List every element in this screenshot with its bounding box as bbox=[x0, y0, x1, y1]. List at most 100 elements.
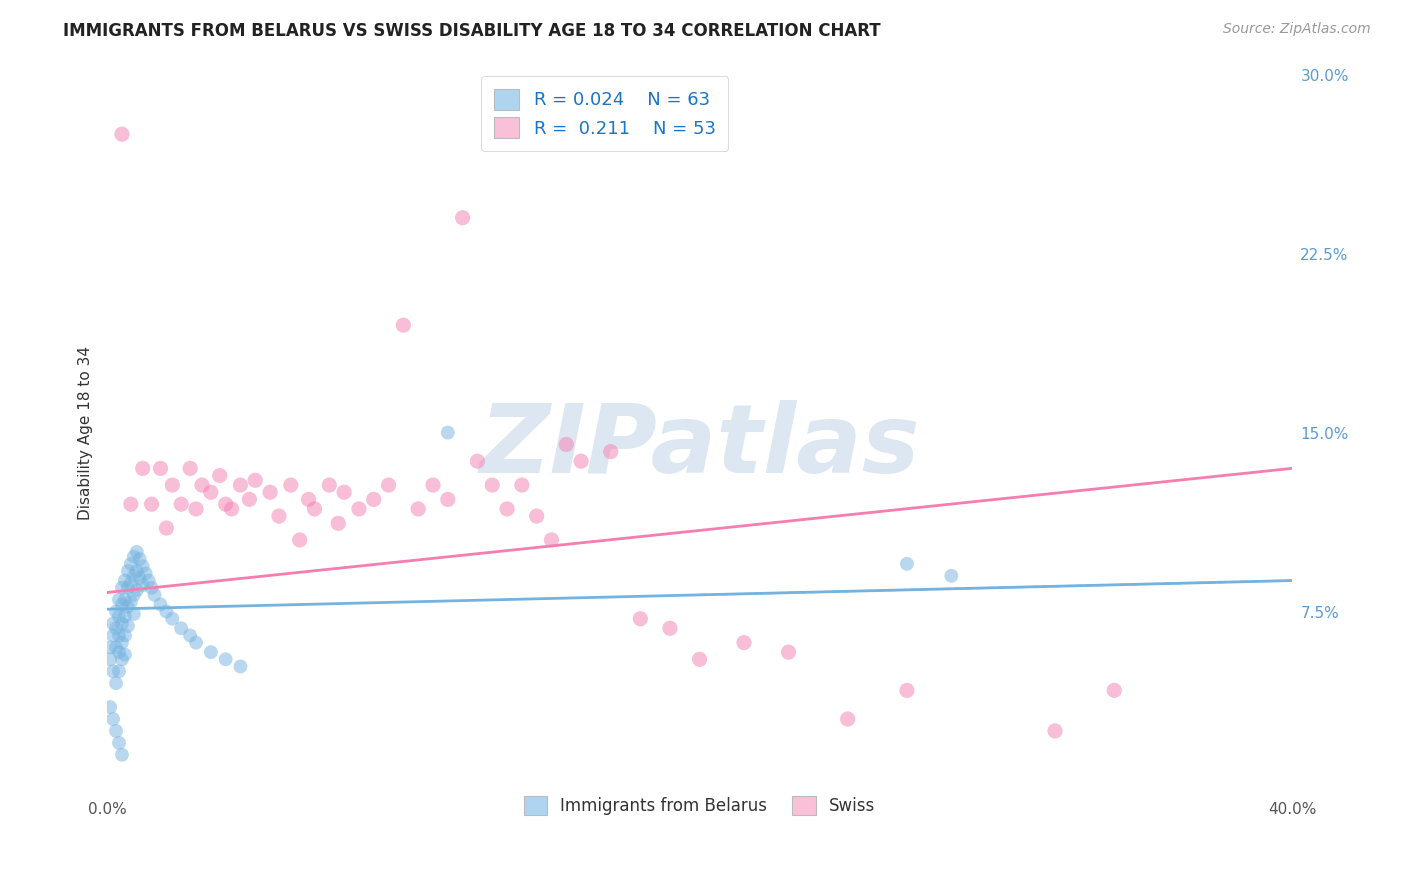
Point bbox=[105, 640, 128, 655]
Point bbox=[135, 566, 157, 581]
Point bbox=[526, 509, 548, 524]
Point bbox=[179, 628, 201, 642]
Point bbox=[481, 478, 503, 492]
Point bbox=[149, 598, 172, 612]
Y-axis label: Disability Age 18 to 34: Disability Age 18 to 34 bbox=[79, 345, 93, 519]
Point bbox=[122, 588, 145, 602]
Point bbox=[451, 211, 474, 225]
Point bbox=[111, 635, 134, 649]
Point bbox=[184, 502, 207, 516]
Point bbox=[111, 747, 134, 762]
Point bbox=[467, 454, 489, 468]
Point bbox=[117, 619, 139, 633]
Point bbox=[733, 635, 755, 649]
Point bbox=[108, 592, 131, 607]
Point bbox=[200, 645, 222, 659]
Point bbox=[214, 652, 236, 666]
Point bbox=[111, 652, 134, 666]
Point bbox=[141, 497, 163, 511]
Point bbox=[333, 485, 356, 500]
Point bbox=[496, 502, 519, 516]
Point bbox=[117, 581, 139, 595]
Point bbox=[111, 581, 134, 595]
Point bbox=[628, 612, 651, 626]
Point bbox=[191, 478, 214, 492]
Point bbox=[111, 616, 134, 631]
Point bbox=[259, 485, 281, 500]
Point bbox=[288, 533, 311, 547]
Point bbox=[297, 492, 319, 507]
Point bbox=[131, 559, 153, 574]
Point bbox=[114, 628, 136, 642]
Point bbox=[318, 478, 340, 492]
Point bbox=[122, 607, 145, 621]
Point bbox=[510, 478, 533, 492]
Point bbox=[101, 628, 124, 642]
Point bbox=[108, 645, 131, 659]
Point bbox=[138, 574, 160, 588]
Point bbox=[896, 683, 918, 698]
Point bbox=[304, 502, 326, 516]
Point bbox=[105, 605, 128, 619]
Point bbox=[436, 492, 458, 507]
Point bbox=[658, 621, 681, 635]
Point bbox=[141, 581, 163, 595]
Point bbox=[114, 574, 136, 588]
Point bbox=[98, 640, 121, 655]
Point bbox=[114, 648, 136, 662]
Point bbox=[422, 478, 444, 492]
Point bbox=[229, 659, 252, 673]
Point bbox=[131, 578, 153, 592]
Point bbox=[128, 552, 150, 566]
Point bbox=[111, 127, 134, 141]
Text: ZIPatlas: ZIPatlas bbox=[479, 401, 920, 493]
Point bbox=[120, 576, 142, 591]
Point bbox=[896, 557, 918, 571]
Point bbox=[238, 492, 260, 507]
Point bbox=[267, 509, 290, 524]
Point bbox=[125, 564, 148, 578]
Point bbox=[122, 549, 145, 564]
Point bbox=[125, 545, 148, 559]
Point bbox=[540, 533, 562, 547]
Point bbox=[837, 712, 859, 726]
Point bbox=[155, 521, 177, 535]
Point bbox=[108, 609, 131, 624]
Point bbox=[1043, 723, 1066, 738]
Point bbox=[111, 598, 134, 612]
Text: IMMIGRANTS FROM BELARUS VS SWISS DISABILITY AGE 18 TO 34 CORRELATION CHART: IMMIGRANTS FROM BELARUS VS SWISS DISABIL… bbox=[63, 22, 882, 40]
Point bbox=[101, 712, 124, 726]
Point bbox=[98, 700, 121, 714]
Point bbox=[569, 454, 592, 468]
Point bbox=[347, 502, 370, 516]
Legend: Immigrants from Belarus, Swiss: Immigrants from Belarus, Swiss bbox=[513, 786, 886, 825]
Point bbox=[941, 568, 963, 582]
Point bbox=[599, 444, 621, 458]
Point bbox=[114, 592, 136, 607]
Point bbox=[101, 665, 124, 679]
Point bbox=[392, 318, 415, 333]
Point bbox=[162, 612, 184, 626]
Point bbox=[101, 616, 124, 631]
Point bbox=[120, 595, 142, 609]
Point bbox=[114, 609, 136, 624]
Point bbox=[120, 557, 142, 571]
Point bbox=[555, 437, 578, 451]
Point bbox=[179, 461, 201, 475]
Point bbox=[280, 478, 302, 492]
Point bbox=[98, 652, 121, 666]
Point bbox=[117, 564, 139, 578]
Point bbox=[108, 665, 131, 679]
Point bbox=[689, 652, 711, 666]
Point bbox=[131, 461, 153, 475]
Point bbox=[214, 497, 236, 511]
Point bbox=[149, 461, 172, 475]
Point bbox=[120, 497, 142, 511]
Point bbox=[108, 736, 131, 750]
Point bbox=[117, 599, 139, 614]
Point bbox=[208, 468, 231, 483]
Point bbox=[245, 473, 267, 487]
Point bbox=[778, 645, 800, 659]
Point bbox=[406, 502, 429, 516]
Point bbox=[122, 568, 145, 582]
